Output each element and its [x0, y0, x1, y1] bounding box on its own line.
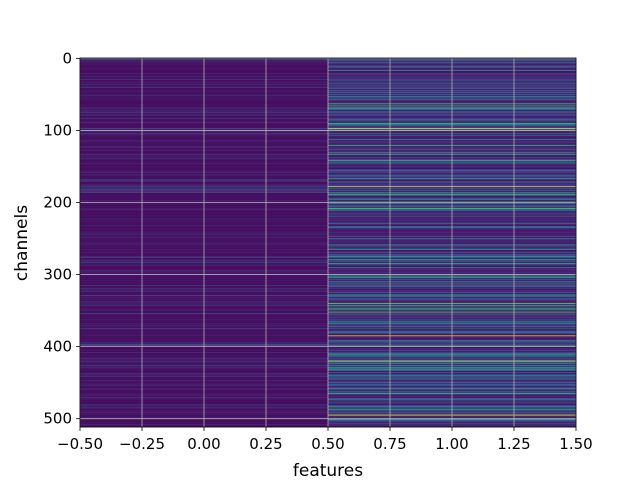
y-tick-label: 500 — [43, 410, 72, 428]
y-tick-label: 100 — [43, 121, 72, 139]
y-tick-label: 300 — [43, 266, 72, 284]
x-tick-label: 0.50 — [311, 435, 344, 453]
y-axis-label: channels — [12, 205, 32, 281]
x-axis-ticks: −0.50 −0.25 0.00 0.25 0.50 0.75 1.00 1.25 1.50 — [57, 427, 593, 453]
x-tick-label: 1.50 — [559, 435, 592, 453]
x-tick-label: −0.25 — [119, 435, 165, 453]
y-axis-ticks: 0 100 200 300 400 500 — [43, 49, 80, 428]
x-tick-label: 0.00 — [187, 435, 220, 453]
x-tick-label: 1.00 — [435, 435, 468, 453]
y-tick-label: 0 — [62, 49, 72, 67]
x-tick-label: 1.25 — [497, 435, 530, 453]
x-tick-label: −0.50 — [57, 435, 103, 453]
x-tick-label: 0.75 — [373, 435, 406, 453]
x-axis-label: features — [293, 461, 363, 480]
y-tick-label: 200 — [43, 194, 72, 212]
x-tick-label: 0.25 — [249, 435, 282, 453]
y-tick-label: 400 — [43, 338, 72, 356]
